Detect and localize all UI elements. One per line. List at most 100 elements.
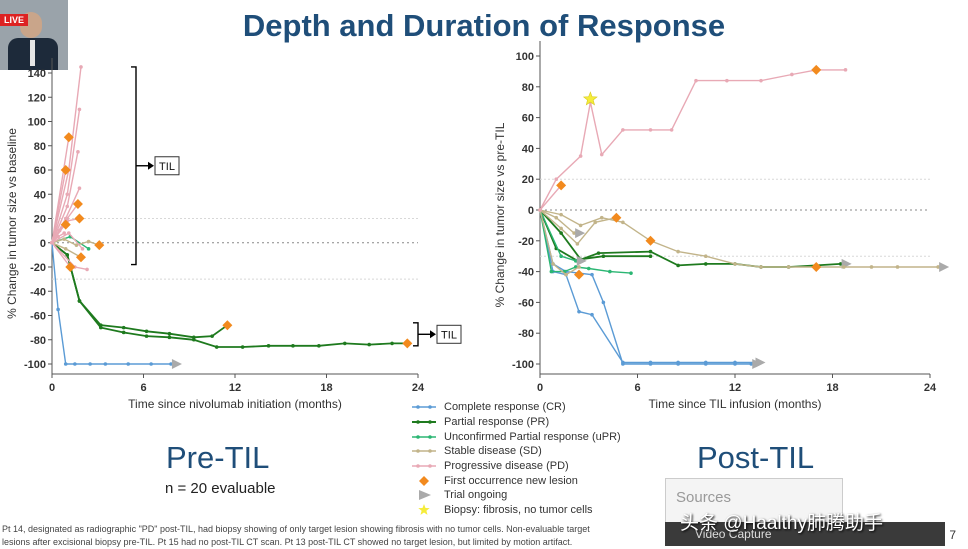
series-pd bbox=[50, 219, 71, 245]
data-point bbox=[291, 344, 295, 348]
data-point bbox=[703, 362, 708, 366]
series-pd bbox=[50, 231, 85, 251]
legend-swatch-pr bbox=[412, 420, 436, 424]
series-line bbox=[539, 184, 562, 211]
new-lesion-marker bbox=[574, 269, 584, 280]
data-point bbox=[596, 251, 601, 255]
y-tick-label: 40 bbox=[34, 189, 46, 201]
legend-item-biopsy: Biopsy: fibrosis, no tumor cells bbox=[410, 503, 621, 518]
til-label: TIL bbox=[441, 329, 457, 341]
data-point bbox=[167, 331, 172, 336]
data-point bbox=[77, 107, 82, 112]
new-lesion-marker bbox=[645, 235, 656, 246]
y-tick-label: 20 bbox=[522, 174, 534, 186]
series-line bbox=[51, 169, 67, 243]
data-point bbox=[266, 344, 271, 348]
y-tick-label: 60 bbox=[522, 113, 534, 125]
series-line bbox=[51, 242, 71, 268]
data-point bbox=[77, 299, 82, 303]
data-point bbox=[214, 345, 219, 349]
legend-item-sd: Stable disease (SD) bbox=[410, 444, 621, 459]
legend-item-cr: Complete response (CR) bbox=[410, 400, 621, 415]
data-point bbox=[317, 344, 321, 348]
data-point bbox=[590, 312, 594, 317]
data-point bbox=[559, 212, 563, 217]
y-tick-label: 60 bbox=[34, 165, 46, 177]
x-tick-label: 24 bbox=[412, 382, 425, 394]
til-arrow-head bbox=[148, 161, 154, 170]
post-til-label: Post-TIL bbox=[697, 440, 815, 475]
y-tick-label: -20 bbox=[518, 236, 534, 248]
data-point bbox=[73, 362, 77, 366]
data-point bbox=[343, 341, 347, 346]
n-evaluable: n = 20 evaluable bbox=[165, 480, 276, 497]
y-tick-label: 20 bbox=[34, 214, 46, 226]
data-point bbox=[121, 330, 126, 335]
data-point bbox=[694, 78, 698, 83]
data-point bbox=[167, 335, 172, 340]
series-line bbox=[539, 69, 846, 211]
y-tick-label: 100 bbox=[28, 117, 46, 129]
data-point bbox=[549, 269, 554, 274]
til-box bbox=[154, 156, 180, 176]
series-line bbox=[539, 209, 752, 365]
data-point bbox=[599, 152, 604, 157]
data-point bbox=[77, 186, 82, 190]
new-lesion-marker bbox=[60, 219, 71, 230]
data-point bbox=[936, 265, 940, 269]
y-tick-label: -40 bbox=[518, 267, 534, 279]
data-point bbox=[538, 208, 542, 212]
data-point bbox=[210, 334, 214, 338]
x-tick-label: 6 bbox=[634, 382, 640, 394]
y-axis-label: % Change in tumor size vs baseline bbox=[5, 128, 19, 319]
new-lesion-marker bbox=[94, 240, 105, 251]
data-point bbox=[76, 150, 80, 154]
legend-item-upr: Unconfirmed Partial response (uPR) bbox=[410, 429, 621, 444]
data-point bbox=[703, 254, 708, 258]
data-point bbox=[601, 254, 606, 258]
til-label: TIL bbox=[159, 161, 175, 173]
data-point bbox=[648, 249, 653, 254]
legend-label: Stable disease (SD) bbox=[444, 445, 542, 458]
data-point bbox=[895, 265, 900, 269]
legend-label: Progressive disease (PD) bbox=[444, 460, 569, 473]
data-point bbox=[669, 128, 674, 132]
data-point bbox=[126, 362, 131, 366]
data-point bbox=[593, 220, 598, 225]
data-point bbox=[144, 329, 149, 334]
legend-swatch-biopsy bbox=[418, 504, 430, 516]
page-number: 7 bbox=[949, 528, 956, 542]
new-lesion-marker bbox=[75, 252, 86, 263]
video-capture-label: Video Capture bbox=[695, 527, 772, 541]
x-tick-label: 18 bbox=[826, 382, 838, 394]
data-point bbox=[601, 300, 606, 305]
data-point bbox=[621, 362, 625, 366]
data-point bbox=[676, 263, 680, 268]
new-lesion-marker bbox=[811, 64, 822, 75]
data-point bbox=[842, 265, 846, 269]
data-point bbox=[169, 362, 173, 366]
legend-label: Trial ongoing bbox=[444, 489, 508, 502]
series-line bbox=[539, 209, 755, 364]
y-tick-label: 80 bbox=[522, 82, 534, 94]
y-tick-label: -20 bbox=[30, 262, 46, 274]
data-point bbox=[554, 177, 559, 181]
series-cr bbox=[50, 240, 182, 369]
data-point bbox=[590, 272, 594, 277]
legend-label: Complete response (CR) bbox=[444, 401, 566, 414]
data-point bbox=[65, 253, 70, 257]
series-line bbox=[539, 209, 939, 268]
data-point bbox=[577, 309, 581, 314]
data-point bbox=[648, 254, 653, 258]
data-point bbox=[648, 362, 653, 366]
data-point bbox=[240, 345, 245, 349]
video-capture-bar[interactable]: Video Capture bbox=[665, 522, 945, 546]
data-point bbox=[564, 272, 568, 277]
data-point bbox=[786, 265, 791, 269]
x-tick-label: 18 bbox=[320, 382, 332, 394]
y-tick-label: 0 bbox=[528, 205, 534, 217]
data-point bbox=[121, 325, 126, 330]
data-point bbox=[192, 337, 196, 342]
